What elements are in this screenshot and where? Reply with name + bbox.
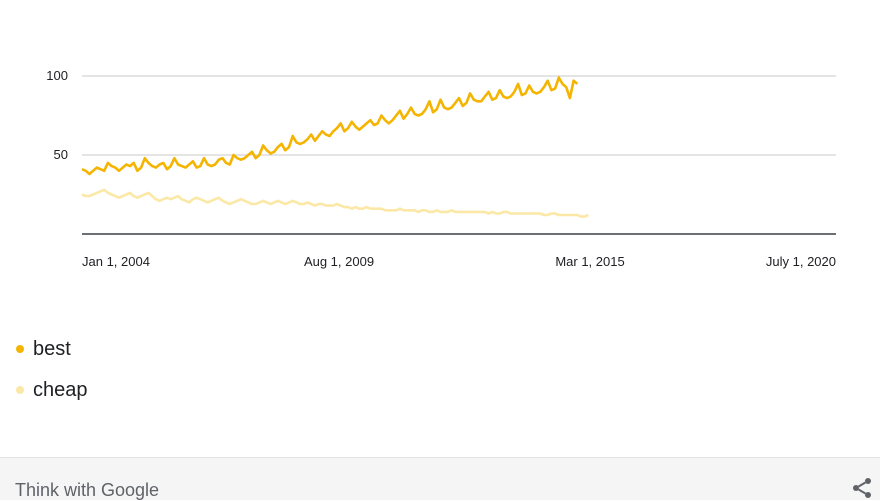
series-line-best <box>81 76 579 176</box>
legend-dot-best <box>16 345 24 353</box>
grid-lines <box>82 75 836 156</box>
legend-item-cheap[interactable]: cheap <box>16 377 88 403</box>
share-icon[interactable] <box>850 476 874 500</box>
y-axis-ticks: 100 50 <box>46 68 68 162</box>
legend-dot-cheap <box>16 386 24 394</box>
legend: best cheap <box>16 336 88 418</box>
x-tick-label: Mar 1, 2015 <box>555 254 624 269</box>
x-tick-label: July 1, 2020 <box>766 254 836 269</box>
series-lines <box>81 76 589 218</box>
x-tick-label: Jan 1, 2004 <box>82 254 150 269</box>
legend-item-best[interactable]: best <box>16 336 88 362</box>
y-tick-label: 50 <box>54 147 68 162</box>
x-axis-ticks: Jan 1, 2004 Aug 1, 2009 Mar 1, 2015 July 1,… <box>82 254 836 269</box>
legend-label: cheap <box>33 378 88 401</box>
series-line-cheap <box>81 188 589 218</box>
x-tick-label: Aug 1, 2009 <box>304 254 374 269</box>
legend-label: best <box>33 337 71 360</box>
footer-bar: Think with Google <box>0 457 880 500</box>
y-tick-label: 100 <box>46 68 68 83</box>
brand-label: Think with Google <box>15 480 160 500</box>
